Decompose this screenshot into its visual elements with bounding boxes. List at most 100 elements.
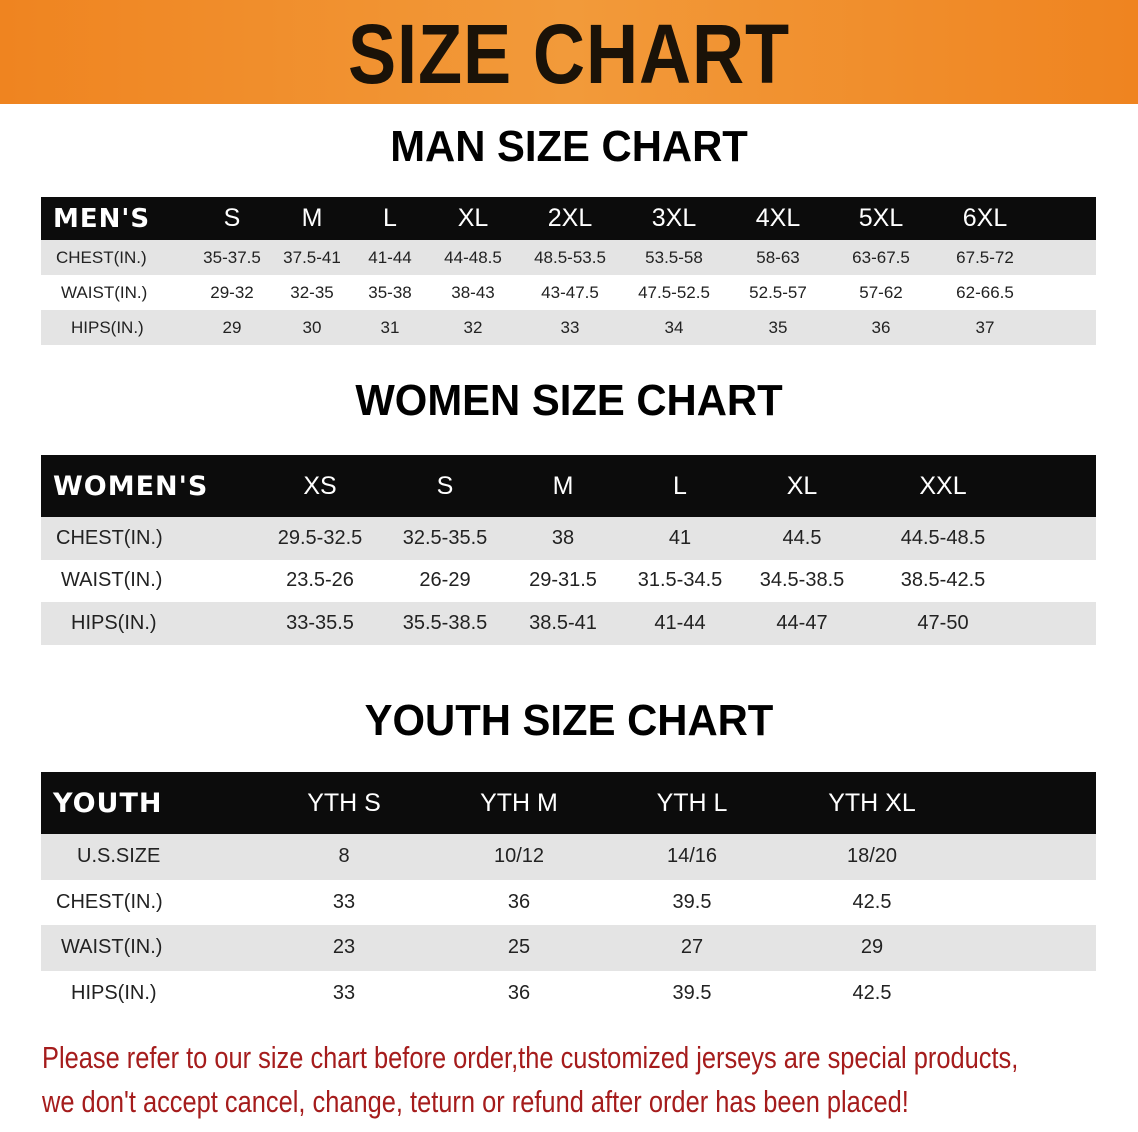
table-cell: 35-37.5 (203, 247, 261, 267)
size-header: 5XL (858, 204, 904, 232)
table-row: WAIST(IN.) 23 25 27 29 (41, 925, 1096, 971)
header-label: MEN'S (53, 203, 151, 234)
table-row: HIPS(IN.) 29 30 31 32 33 34 35 36 37 (41, 310, 1096, 345)
table-cell: 33-35.5 (286, 611, 354, 634)
row-label: HIPS(IN.) (71, 981, 157, 1004)
table-cell: 29 (222, 317, 242, 337)
table-cell: 42.5 (852, 890, 892, 913)
size-header: XS (303, 471, 337, 500)
table-cell: 18/20 (846, 845, 898, 868)
table-cell: 35-38 (368, 282, 412, 302)
size-header: 2XL (547, 204, 593, 232)
table-cell: 33 (332, 890, 356, 913)
table-cell: 26-29 (419, 569, 471, 592)
size-header: YTH S (307, 788, 381, 817)
size-header: M (301, 204, 323, 232)
size-header: YTH XL (828, 788, 916, 817)
table-cell: 36 (507, 890, 531, 913)
table-cell: 38.5-41 (529, 611, 597, 634)
table-cell: 39.5 (672, 890, 712, 913)
table-row: HIPS(IN.) 33 36 39.5 42.5 (41, 970, 1096, 1016)
table-cell: 43-47.5 (541, 282, 599, 302)
size-header: 3XL (651, 204, 697, 232)
table-cell: 33 (560, 317, 580, 337)
table-cell: 8 (338, 845, 350, 868)
row-label: U.S.SIZE (77, 845, 161, 868)
table-cell: 32.5-35.5 (402, 526, 488, 549)
men-section-title: MAN SIZE CHART (390, 122, 748, 171)
row-label: CHEST(IN.) (56, 247, 147, 267)
size-header: S (436, 471, 454, 500)
size-header: 4XL (755, 204, 801, 232)
table-cell: 47-50 (917, 611, 969, 634)
notice-line-1: Please refer to our size chart before or… (42, 1040, 1019, 1075)
table-cell: 35 (768, 317, 788, 337)
table-cell: 47.5-52.5 (638, 282, 710, 302)
size-header: S (223, 204, 241, 232)
table-cell: 38.5-42.5 (900, 569, 986, 592)
table-cell: 33 (332, 981, 356, 1004)
table-row: CHEST(IN.) 35-37.5 37.5-41 41-44 44-48.5 48.5… (41, 240, 1096, 275)
header-label: YOUTH (53, 787, 163, 819)
table-cell: 14/16 (666, 845, 718, 868)
table-cell: 29-32 (210, 282, 254, 302)
table-cell: 30 (302, 317, 322, 337)
table-row: U.S.SIZE 8 10/12 14/16 18/20 (41, 834, 1096, 880)
size-header: XL (457, 204, 489, 232)
table-cell: 23 (332, 936, 356, 959)
row-label: CHEST(IN.) (56, 526, 163, 549)
table-cell: 36 (871, 317, 891, 337)
table-cell: 37.5-41 (283, 247, 341, 267)
header-label: WOMEN'S (53, 470, 209, 502)
table-cell: 32-35 (290, 282, 334, 302)
table-cell: 67.5-72 (956, 247, 1014, 267)
youth-size-table: YOUTH YTH S YTH M YTH L YTH XL U.S.SIZE 8 10/12… (41, 772, 1096, 1016)
size-header: L (383, 204, 397, 232)
banner-title: SIZE CHART (347, 7, 791, 101)
table-cell: 48.5-53.5 (534, 247, 606, 267)
table-cell: 23.5-26 (286, 569, 354, 592)
table-cell: 10/12 (493, 845, 545, 868)
row-label: WAIST(IN.) (61, 282, 148, 302)
table-cell: 27 (680, 936, 704, 959)
table-cell: 38-43 (451, 282, 495, 302)
table-cell: 35.5-38.5 (402, 611, 488, 634)
size-header: M (552, 471, 574, 500)
row-label: WAIST(IN.) (61, 936, 163, 959)
row-label: HIPS(IN.) (71, 317, 144, 337)
women-section-title: WOMEN SIZE CHART (355, 376, 783, 425)
table-cell: 25 (507, 936, 531, 959)
row-label: HIPS(IN.) (71, 611, 157, 634)
size-chart-banner: SIZE CHART (0, 0, 1138, 104)
table-header-row: YOUTH YTH S YTH M YTH L YTH XL (41, 772, 1096, 834)
table-cell: 31 (380, 317, 400, 337)
table-row: WAIST(IN.) 29-32 32-35 35-38 38-43 43-47.5 47.… (41, 275, 1096, 310)
table-cell: 44.5 (782, 526, 822, 549)
men-size-table: MEN'S S M L XL 2XL 3XL 4XL 5XL 6XL CHEST(IN.) 35-37… (41, 197, 1096, 345)
size-header: YTH L (656, 788, 728, 817)
size-header: XXL (919, 471, 967, 500)
table-cell: 42.5 (852, 981, 892, 1004)
table-cell: 29-31.5 (529, 569, 597, 592)
table-cell: 34.5-38.5 (759, 569, 845, 592)
table-cell: 44-47 (776, 611, 828, 634)
table-cell: 34 (664, 317, 684, 337)
table-row: CHEST(IN.) 29.5-32.5 32.5-35.5 38 41 44.5 44.5… (41, 517, 1096, 560)
table-cell: 53.5-58 (645, 247, 703, 267)
youth-section-title: YOUTH SIZE CHART (364, 696, 774, 745)
table-header-row: MEN'S S M L XL 2XL 3XL 4XL 5XL 6XL (41, 197, 1096, 240)
table-cell: 38 (551, 526, 575, 549)
table-cell: 29 (860, 936, 884, 959)
table-cell: 41-44 (368, 247, 412, 267)
table-row: WAIST(IN.) 23.5-26 26-29 29-31.5 31.5-34.5 34… (41, 559, 1096, 602)
row-label: WAIST(IN.) (61, 569, 163, 592)
table-cell: 37 (975, 317, 995, 337)
table-cell: 36 (507, 981, 531, 1004)
table-cell: 44-48.5 (444, 247, 502, 267)
table-row: HIPS(IN.) 33-35.5 35.5-38.5 38.5-41 41-44 44-… (41, 602, 1096, 645)
size-header: L (673, 471, 687, 500)
women-size-table: WOMEN'S XS S M L XL XXL CHEST(IN.) 29.5-32.5 32.5… (41, 455, 1096, 645)
table-cell: 52.5-57 (749, 282, 807, 302)
table-cell: 41 (668, 526, 692, 549)
size-header: 6XL (962, 204, 1008, 232)
